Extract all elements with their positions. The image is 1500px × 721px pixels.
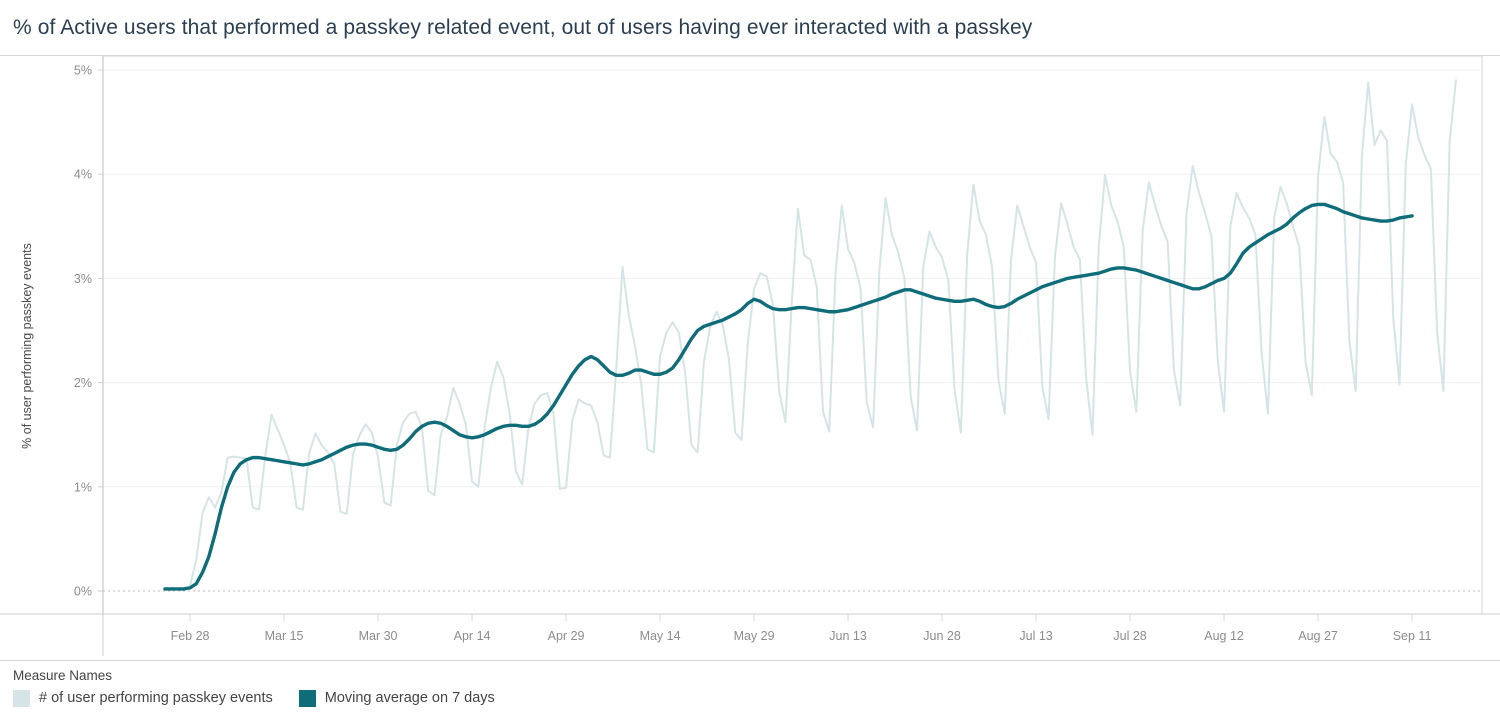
x-tick-label: Jun 28: [923, 629, 961, 643]
legend-item-label: Moving average on 7 days: [324, 690, 495, 706]
series-line-moving-average[interactable]: [163, 202, 1414, 591]
x-tick-label: Aug 27: [1298, 629, 1338, 643]
x-axis-line: [0, 613, 1500, 656]
y-tick-label: 1%: [74, 480, 92, 494]
x-tick-labels: Feb 28 Mar 15 Mar 30 Apr 14 Apr 29 May 14 May …: [171, 614, 1432, 643]
x-tick-label: Feb 28: [171, 629, 210, 643]
y-tick-label: 5%: [74, 64, 92, 78]
x-tick-label: Jul 13: [1019, 629, 1052, 643]
x-tick-label: May 14: [640, 629, 681, 643]
x-tick-label: Jun 13: [829, 629, 867, 643]
y-tick-label: 2%: [74, 376, 92, 390]
line-chart[interactable]: 0% 1% 2% 3% 4% 5% Feb 28 Mar 15 Mar 30 Apr 14 Apr…: [0, 56, 1500, 660]
y-axis-title: % of user performing passkey events: [20, 243, 34, 449]
chart-area: 0% 1% 2% 3% 4% 5% Feb 28 Mar 15 Mar 30 Apr 14 Apr…: [0, 56, 1500, 660]
y-tick-label: 3%: [74, 272, 92, 286]
data-series[interactable]: [163, 79, 1457, 591]
legend-heading: Measure Names: [13, 668, 113, 683]
x-tick-label: Mar 30: [359, 629, 398, 643]
y-tick-label: 4%: [74, 168, 92, 182]
legend-item-label: # of user performing passkey events: [39, 690, 273, 706]
x-tick-label: Aug 12: [1204, 629, 1244, 643]
page-title: % of Active users that performed a passk…: [13, 15, 1033, 39]
legend-item-events[interactable]: # of user performing passkey events: [13, 690, 273, 707]
x-tick-label: Apr 29: [548, 629, 585, 643]
legend-swatch-icon: [298, 690, 316, 707]
x-tick-label: Sep 11: [1393, 629, 1432, 643]
x-tick-label: Mar 15: [265, 629, 304, 643]
y-tick-labels: 0% 1% 2% 3% 4% 5%: [74, 64, 92, 599]
legend-swatch-icon: [13, 690, 30, 707]
y-tick-marks: [98, 69, 103, 592]
legend-item-moving-average[interactable]: Moving average on 7 days: [298, 690, 495, 707]
legend-items: # of user performing passkey events Movi…: [13, 690, 1500, 707]
series-line-events[interactable]: [164, 79, 1457, 590]
plot-frame: [102, 56, 1483, 615]
chart-plot-background: [102, 56, 1483, 615]
y-tick-label: 0%: [74, 585, 92, 599]
chart-title-bar: % of Active users that performed a passk…: [0, 0, 1500, 56]
x-tick-label: Apr 14: [454, 629, 491, 643]
x-tick-label: May 29: [734, 629, 775, 643]
legend: Measure Names # of user performing passk…: [0, 660, 1500, 721]
x-tick-label: Jul 28: [1113, 629, 1146, 643]
